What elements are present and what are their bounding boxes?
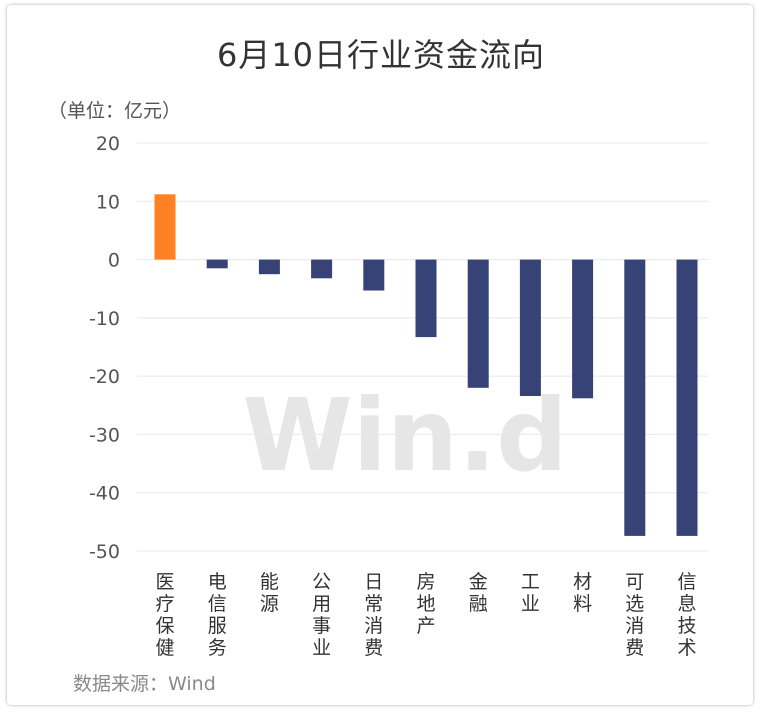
x-category-label: 材料 [573, 571, 592, 615]
bar [311, 259, 333, 279]
bar [415, 259, 437, 338]
y-tick-label: -10 [89, 308, 120, 330]
unit-label: （单位：亿元） [48, 100, 182, 122]
x-category-label: 电信服务 [208, 571, 227, 659]
x-category-label: 金融 [469, 571, 488, 615]
x-category-label: 能源 [260, 571, 279, 615]
bar [467, 259, 489, 388]
x-category-label: 信息技术 [677, 571, 696, 659]
bar [572, 259, 594, 399]
watermark-text: Win.d [242, 377, 567, 494]
bar [363, 259, 385, 291]
x-category-label: 可选消费 [625, 571, 644, 659]
x-category-label: 医疗保健 [155, 571, 174, 659]
y-tick-label: -40 [89, 483, 120, 505]
bar [154, 194, 176, 260]
y-tick-label: -30 [89, 424, 120, 446]
y-tick-label: -20 [89, 366, 120, 388]
chart-title: 6月10日行业资金流向 [216, 36, 546, 74]
y-tick-label: 0 [108, 250, 120, 272]
y-tick-label: 10 [96, 191, 120, 213]
bar [624, 259, 646, 536]
x-category-label: 工业 [521, 571, 540, 615]
y-tick-label: 20 [96, 133, 120, 155]
x-category-label: 日常消费 [364, 571, 383, 659]
x-category-label: 公用事业 [312, 571, 331, 659]
source-note: 数据来源：Wind [73, 673, 216, 695]
x-category-label: 房地产 [416, 571, 435, 637]
bar [676, 259, 698, 536]
bar [206, 259, 228, 269]
bar [519, 259, 541, 396]
bar [258, 259, 280, 275]
y-tick-label: -50 [89, 541, 120, 563]
